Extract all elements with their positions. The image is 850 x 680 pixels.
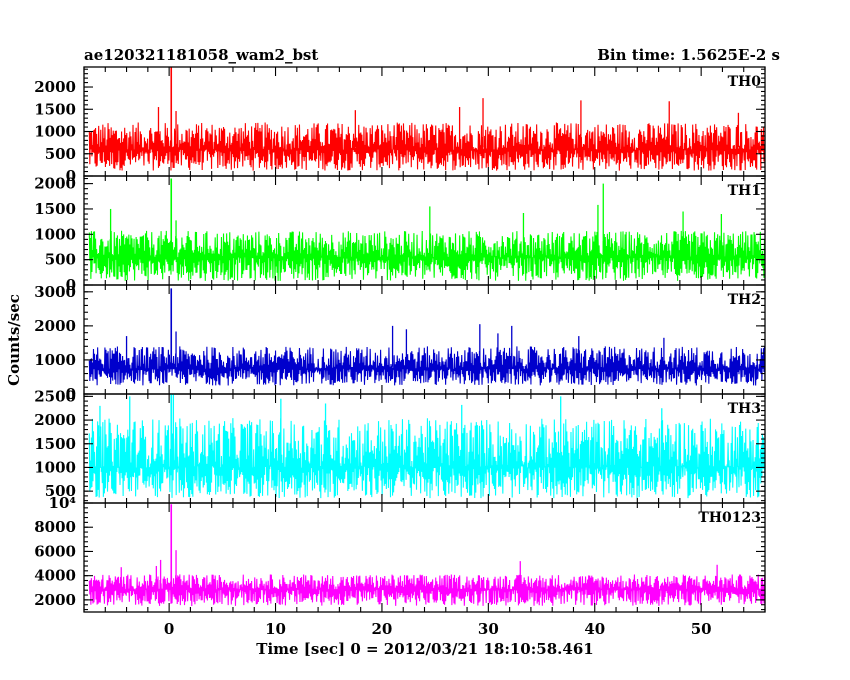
y-tick-label: 2000 bbox=[34, 591, 76, 609]
panel-label-th3: TH3 bbox=[728, 401, 761, 417]
y-tick-label: 10⁴ bbox=[49, 494, 77, 512]
y-tick-label: 2000 bbox=[34, 175, 76, 193]
panel-label-th0123: TH0123 bbox=[698, 510, 761, 526]
y-tick-label: 0 bbox=[66, 167, 76, 185]
y-tick-label: 1500 bbox=[34, 435, 76, 453]
panel-label-th2: TH2 bbox=[728, 292, 761, 308]
y-tick-label: 0 bbox=[66, 385, 76, 403]
y-tick-label: 8000 bbox=[34, 518, 76, 536]
y-tick-label: 1000 bbox=[34, 458, 76, 476]
series-th2-line bbox=[88, 346, 766, 386]
y-tick-label: 2000 bbox=[34, 317, 76, 335]
y-tick-label: 500 bbox=[45, 482, 76, 500]
y-tick-label: 1000 bbox=[34, 225, 76, 243]
x-tick-label: 50 bbox=[691, 620, 712, 638]
x-tick-label: 30 bbox=[478, 620, 499, 638]
x-tick-label: 40 bbox=[584, 620, 605, 638]
y-tick-label: 6000 bbox=[34, 542, 76, 560]
y-tick-label: 3000 bbox=[34, 283, 76, 301]
y-tick-label: 1000 bbox=[34, 351, 76, 369]
y-tick-label: 1500 bbox=[34, 200, 76, 218]
series-th3-line bbox=[88, 418, 766, 499]
x-axis-title: Time [sec] 0 = 2012/03/21 18:10:58.461 bbox=[256, 640, 593, 658]
y-tick-label: 2000 bbox=[34, 411, 76, 429]
figure-title: ae120321181058_wam2_bst bbox=[84, 46, 318, 64]
y-tick-label: 500 bbox=[45, 251, 76, 269]
y-tick-label: 0 bbox=[66, 276, 76, 294]
bin-time-label: Bin time: 1.5625E-2 s bbox=[597, 46, 780, 64]
y-axis-title: Counts/sec bbox=[5, 294, 23, 386]
y-tick-label: 2500 bbox=[34, 387, 76, 405]
panel-th0: 0 500 1000 1500 2000 TH0 bbox=[34, 66, 766, 185]
series-th1-line bbox=[88, 230, 766, 281]
series-th0-line bbox=[88, 122, 766, 171]
panel-th2: 0 1000 2000 3000 TH2 bbox=[34, 283, 766, 403]
y-tick-label: 500 bbox=[45, 145, 76, 163]
y-tick-label: 2000 bbox=[34, 78, 76, 96]
x-tick-label: 0 bbox=[164, 620, 174, 638]
series-th0123-line bbox=[88, 574, 766, 606]
y-tick-label: 1500 bbox=[34, 100, 76, 118]
x-tick-label: 10 bbox=[265, 620, 286, 638]
panel-label-th1: TH1 bbox=[728, 183, 761, 199]
panel-label-th0: TH0 bbox=[728, 74, 762, 90]
panel-th1: 0 500 1000 1500 2000 TH1 bbox=[34, 175, 766, 294]
x-tick-label: 20 bbox=[372, 620, 393, 638]
panel-th0123: 2000 4000 6000 8000 10⁴ TH0123 bbox=[34, 494, 766, 613]
panel-th3: 500 1000 1500 2000 2500 TH3 bbox=[34, 387, 766, 504]
y-tick-label: 1000 bbox=[34, 123, 76, 141]
y-tick-label: 4000 bbox=[34, 567, 76, 585]
